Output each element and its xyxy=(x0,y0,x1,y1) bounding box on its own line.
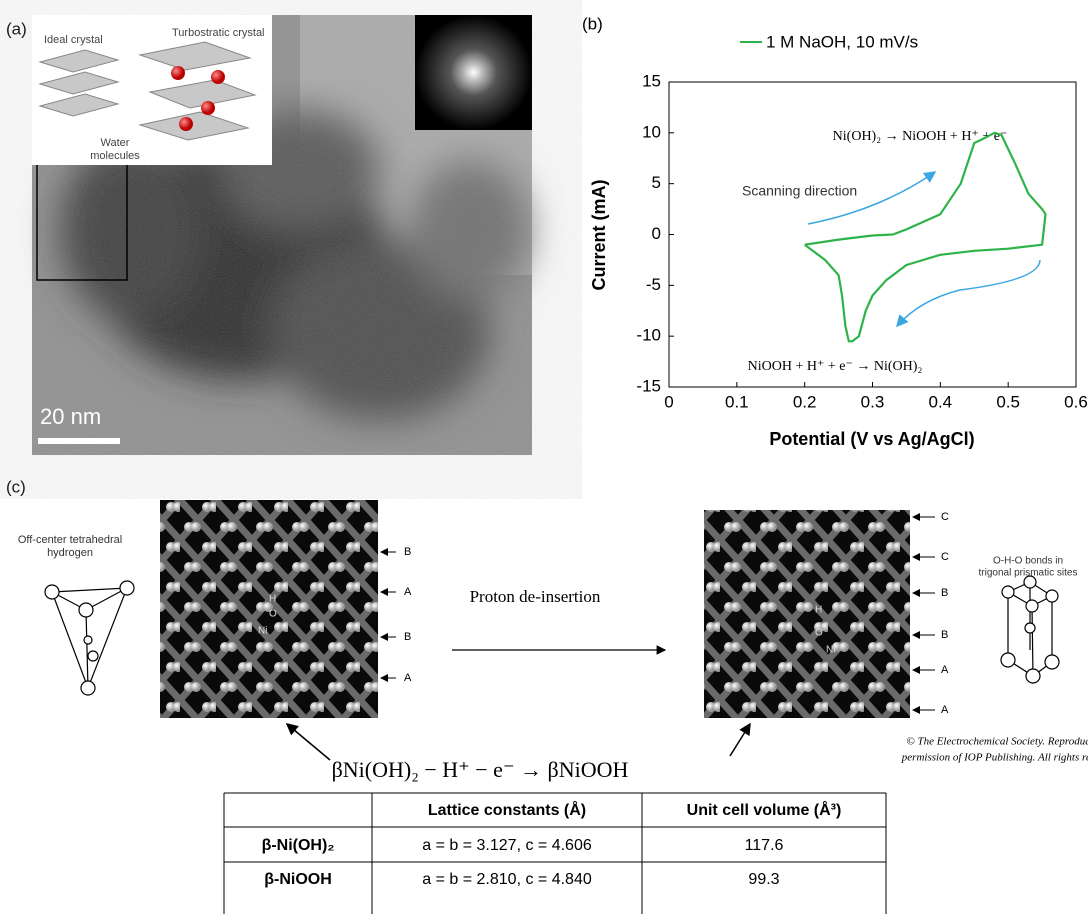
copyright: permission of IOP Publishing. All rights… xyxy=(901,752,1088,764)
y-tick-label: -5 xyxy=(646,275,661,294)
site-label: Off-center tetrahedral xyxy=(18,534,122,546)
y-tick-label: -10 xyxy=(636,326,661,345)
atom-label: O xyxy=(269,609,277,620)
x-axis-label: Potential (V vs Ag/AgCl) xyxy=(769,429,974,449)
cv-chart: Ni(OH)₂ → NiOOH + H⁺ + e⁻ Scanning direc… xyxy=(589,32,1088,448)
x-tick-label: 0.3 xyxy=(861,392,885,411)
panel-label: (b) xyxy=(582,14,603,33)
x-tick-label: 0.6 xyxy=(1064,392,1088,411)
atom-label: H xyxy=(269,594,276,605)
x-tick-label: 0.4 xyxy=(929,392,953,411)
y-tick-label: 5 xyxy=(652,173,661,192)
y-tick-label: 15 xyxy=(642,71,661,90)
table-cell: a = b = 2.810, c = 4.840 xyxy=(422,871,592,888)
inset-label: Ideal crystal xyxy=(44,34,103,46)
atom-label: Ni xyxy=(826,645,835,656)
x-tick-label: 0.5 xyxy=(996,392,1020,411)
annotation: NiOOH + H⁺ + e⁻ → Ni(OH)₂ xyxy=(748,359,923,374)
page: (a) (b) (c) 20 nm Ideal crystal Turbostr… xyxy=(0,0,1088,914)
atom-label: O xyxy=(815,628,823,639)
arrow-label: Proton de-insertion xyxy=(470,587,601,606)
x-tick-label: 0.2 xyxy=(793,392,817,411)
y-tick-label: 10 xyxy=(642,122,661,141)
table-cell: β-Ni(OH)₂ xyxy=(262,837,335,854)
table-header: Unit cell volume (Å³) xyxy=(687,800,842,819)
copyright: © The Electrochemical Society. Reproduce… xyxy=(906,736,1088,748)
annotation: Scanning direction xyxy=(742,183,857,199)
inset-label: Water xyxy=(101,137,130,149)
scale-bar-label: 20 nm xyxy=(40,404,101,429)
layer-label: B xyxy=(941,629,948,641)
legend-label: 1 M NaOH, 10 mV/s xyxy=(766,32,918,51)
layer-label: C xyxy=(941,511,949,523)
atom-label: H xyxy=(815,605,822,616)
layer-label: A xyxy=(404,586,412,598)
layer-label: A xyxy=(404,672,412,684)
table-cell: 99.3 xyxy=(748,871,779,888)
layer-label: B xyxy=(404,546,411,558)
site-label: hydrogen xyxy=(47,547,93,559)
equation: βNi(OH)₂ − H⁺ − e⁻ → βNiOOH xyxy=(332,757,629,782)
x-tick-label: 0 xyxy=(664,392,673,411)
atom-label: Ni xyxy=(258,626,267,637)
site-label: O-H-O bonds in xyxy=(993,556,1063,567)
layer-label: B xyxy=(941,587,948,599)
figure: (a) (b) (c) 20 nm Ideal crystal Turbostr… xyxy=(0,0,1088,914)
cv-curve xyxy=(805,133,1046,341)
layer-label: A xyxy=(941,704,949,716)
x-tick-label: 0.1 xyxy=(725,392,749,411)
layer-label: B xyxy=(404,631,411,643)
y-axis-label: Current (mA) xyxy=(589,179,609,290)
y-tick-label: 0 xyxy=(652,224,661,243)
layer-label: C xyxy=(941,551,949,563)
panel-label: (a) xyxy=(6,19,27,38)
crystal-inset: Ideal crystal Turbostratic crystal Water… xyxy=(32,15,272,165)
inset-label: molecules xyxy=(90,150,140,162)
annotation: Ni(OH)₂ → NiOOH + H⁺ + e⁻ xyxy=(833,129,1008,144)
table-cell: a = b = 3.127, c = 4.606 xyxy=(422,837,592,854)
table-header: Lattice constants (Å) xyxy=(428,800,586,819)
table-cell: β-NiOOH xyxy=(264,871,332,888)
inset-label: Turbostratic crystal xyxy=(172,27,265,39)
table-cell: 117.6 xyxy=(745,837,784,854)
y-tick-label: -15 xyxy=(636,376,661,395)
layer-label: A xyxy=(941,664,949,676)
structures: H O Ni H O Ni Off-center tetrahedral hyd… xyxy=(18,500,1088,782)
panel-label: (c) xyxy=(6,477,26,496)
